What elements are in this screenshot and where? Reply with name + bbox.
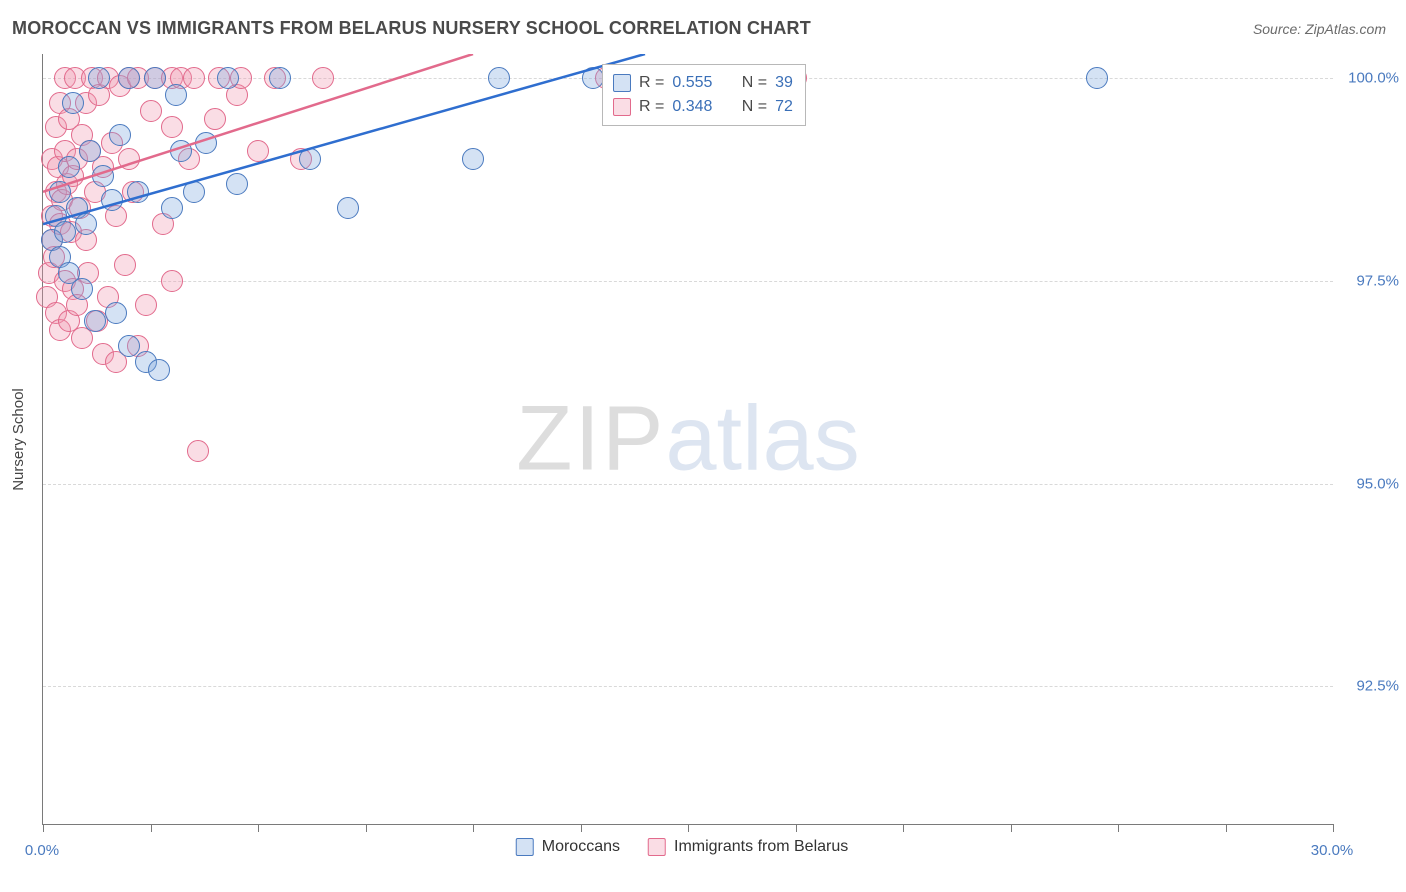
moroccans-point [92,165,114,187]
gridline-h [43,484,1333,485]
moroccans-point [118,67,140,89]
moroccans-point [62,92,84,114]
x-tick-label: 30.0% [1311,842,1354,859]
moroccans-point [217,67,239,89]
belarus-point [183,67,205,89]
x-tick [1011,824,1012,832]
chart-title: MOROCCAN VS IMMIGRANTS FROM BELARUS NURS… [12,18,811,39]
moroccans-point [1086,67,1108,89]
belarus-point [118,148,140,170]
moroccans-point [49,181,71,203]
belarus-point [135,294,157,316]
moroccans-point [58,156,80,178]
moroccans-swatch [613,74,631,92]
legend-item-belarus: Immigrants from Belarus [648,838,848,856]
moroccans-point [269,67,291,89]
belarus-legend-swatch [648,838,666,856]
y-tick-label: 92.5% [1339,678,1399,695]
trend-lines [43,54,1333,824]
moroccans-point [71,278,93,300]
stats-r-label: R = [639,74,664,92]
belarus-swatch [613,98,631,116]
stats-row-belarus: R = 0.348 N = 72 [613,95,793,119]
x-tick-label: 0.0% [25,842,59,859]
y-tick-label: 95.0% [1339,475,1399,492]
y-tick-label: 97.5% [1339,272,1399,289]
moroccans-point [195,132,217,154]
belarus-point [161,270,183,292]
x-tick [796,824,797,832]
stats-r-label: R = [639,98,664,116]
moroccans-point [144,67,166,89]
x-tick [473,824,474,832]
moroccans-point [79,140,101,162]
moroccans-point [183,181,205,203]
moroccans-point [54,221,76,243]
y-tick-label: 100.0% [1339,70,1399,87]
x-tick [151,824,152,832]
belarus-legend-label: Immigrants from Belarus [674,838,848,856]
x-tick [1226,824,1227,832]
moroccans-point [105,302,127,324]
stats-legend: R = 0.555 N = 39R = 0.348 N = 72 [602,64,806,126]
watermark: ZIPatlas [516,387,859,492]
plot-area: ZIPatlas 92.5%95.0%97.5%100.0%R = 0.555 … [42,54,1333,825]
moroccans-point [488,67,510,89]
y-axis-label: Nursery School [10,388,27,491]
stats-n-label: N = [742,74,767,92]
x-tick [258,824,259,832]
stats-r-value: 0.555 [672,74,712,92]
moroccans-point [84,310,106,332]
stats-n-value: 72 [775,98,793,116]
belarus-point [187,440,209,462]
belarus-point [312,67,334,89]
moroccans-point [101,189,123,211]
moroccans-point [88,67,110,89]
moroccans-point [462,148,484,170]
x-tick [688,824,689,832]
watermark-part2: atlas [665,388,859,490]
belarus-point [161,116,183,138]
moroccans-legend-label: Moroccans [542,838,620,856]
moroccans-legend-swatch [516,838,534,856]
moroccans-point [226,173,248,195]
stats-row-moroccans: R = 0.555 N = 39 [613,71,793,95]
moroccans-point [161,197,183,219]
belarus-point [247,140,269,162]
x-tick [43,824,44,832]
stats-r-value: 0.348 [672,98,712,116]
moroccans-point [127,181,149,203]
x-tick [1118,824,1119,832]
belarus-point [140,100,162,122]
x-tick [581,824,582,832]
stats-n-value: 39 [775,74,793,92]
x-tick [1333,824,1334,832]
stats-n-label: N = [742,98,767,116]
moroccans-point [109,124,131,146]
source-label: Source: ZipAtlas.com [1253,21,1386,37]
moroccans-point [299,148,321,170]
moroccans-point [148,359,170,381]
gridline-h [43,686,1333,687]
moroccans-point [118,335,140,357]
moroccans-point [165,84,187,106]
series-legend: Moroccans Immigrants from Belarus [516,838,849,856]
watermark-part1: ZIP [516,388,665,490]
belarus-point [204,108,226,130]
x-tick [903,824,904,832]
belarus-point [114,254,136,276]
x-tick [366,824,367,832]
gridline-h [43,281,1333,282]
y-axis-label-container: Nursery School [8,54,28,824]
moroccans-point [75,213,97,235]
moroccans-point [337,197,359,219]
moroccans-point [170,140,192,162]
legend-item-moroccans: Moroccans [516,838,620,856]
